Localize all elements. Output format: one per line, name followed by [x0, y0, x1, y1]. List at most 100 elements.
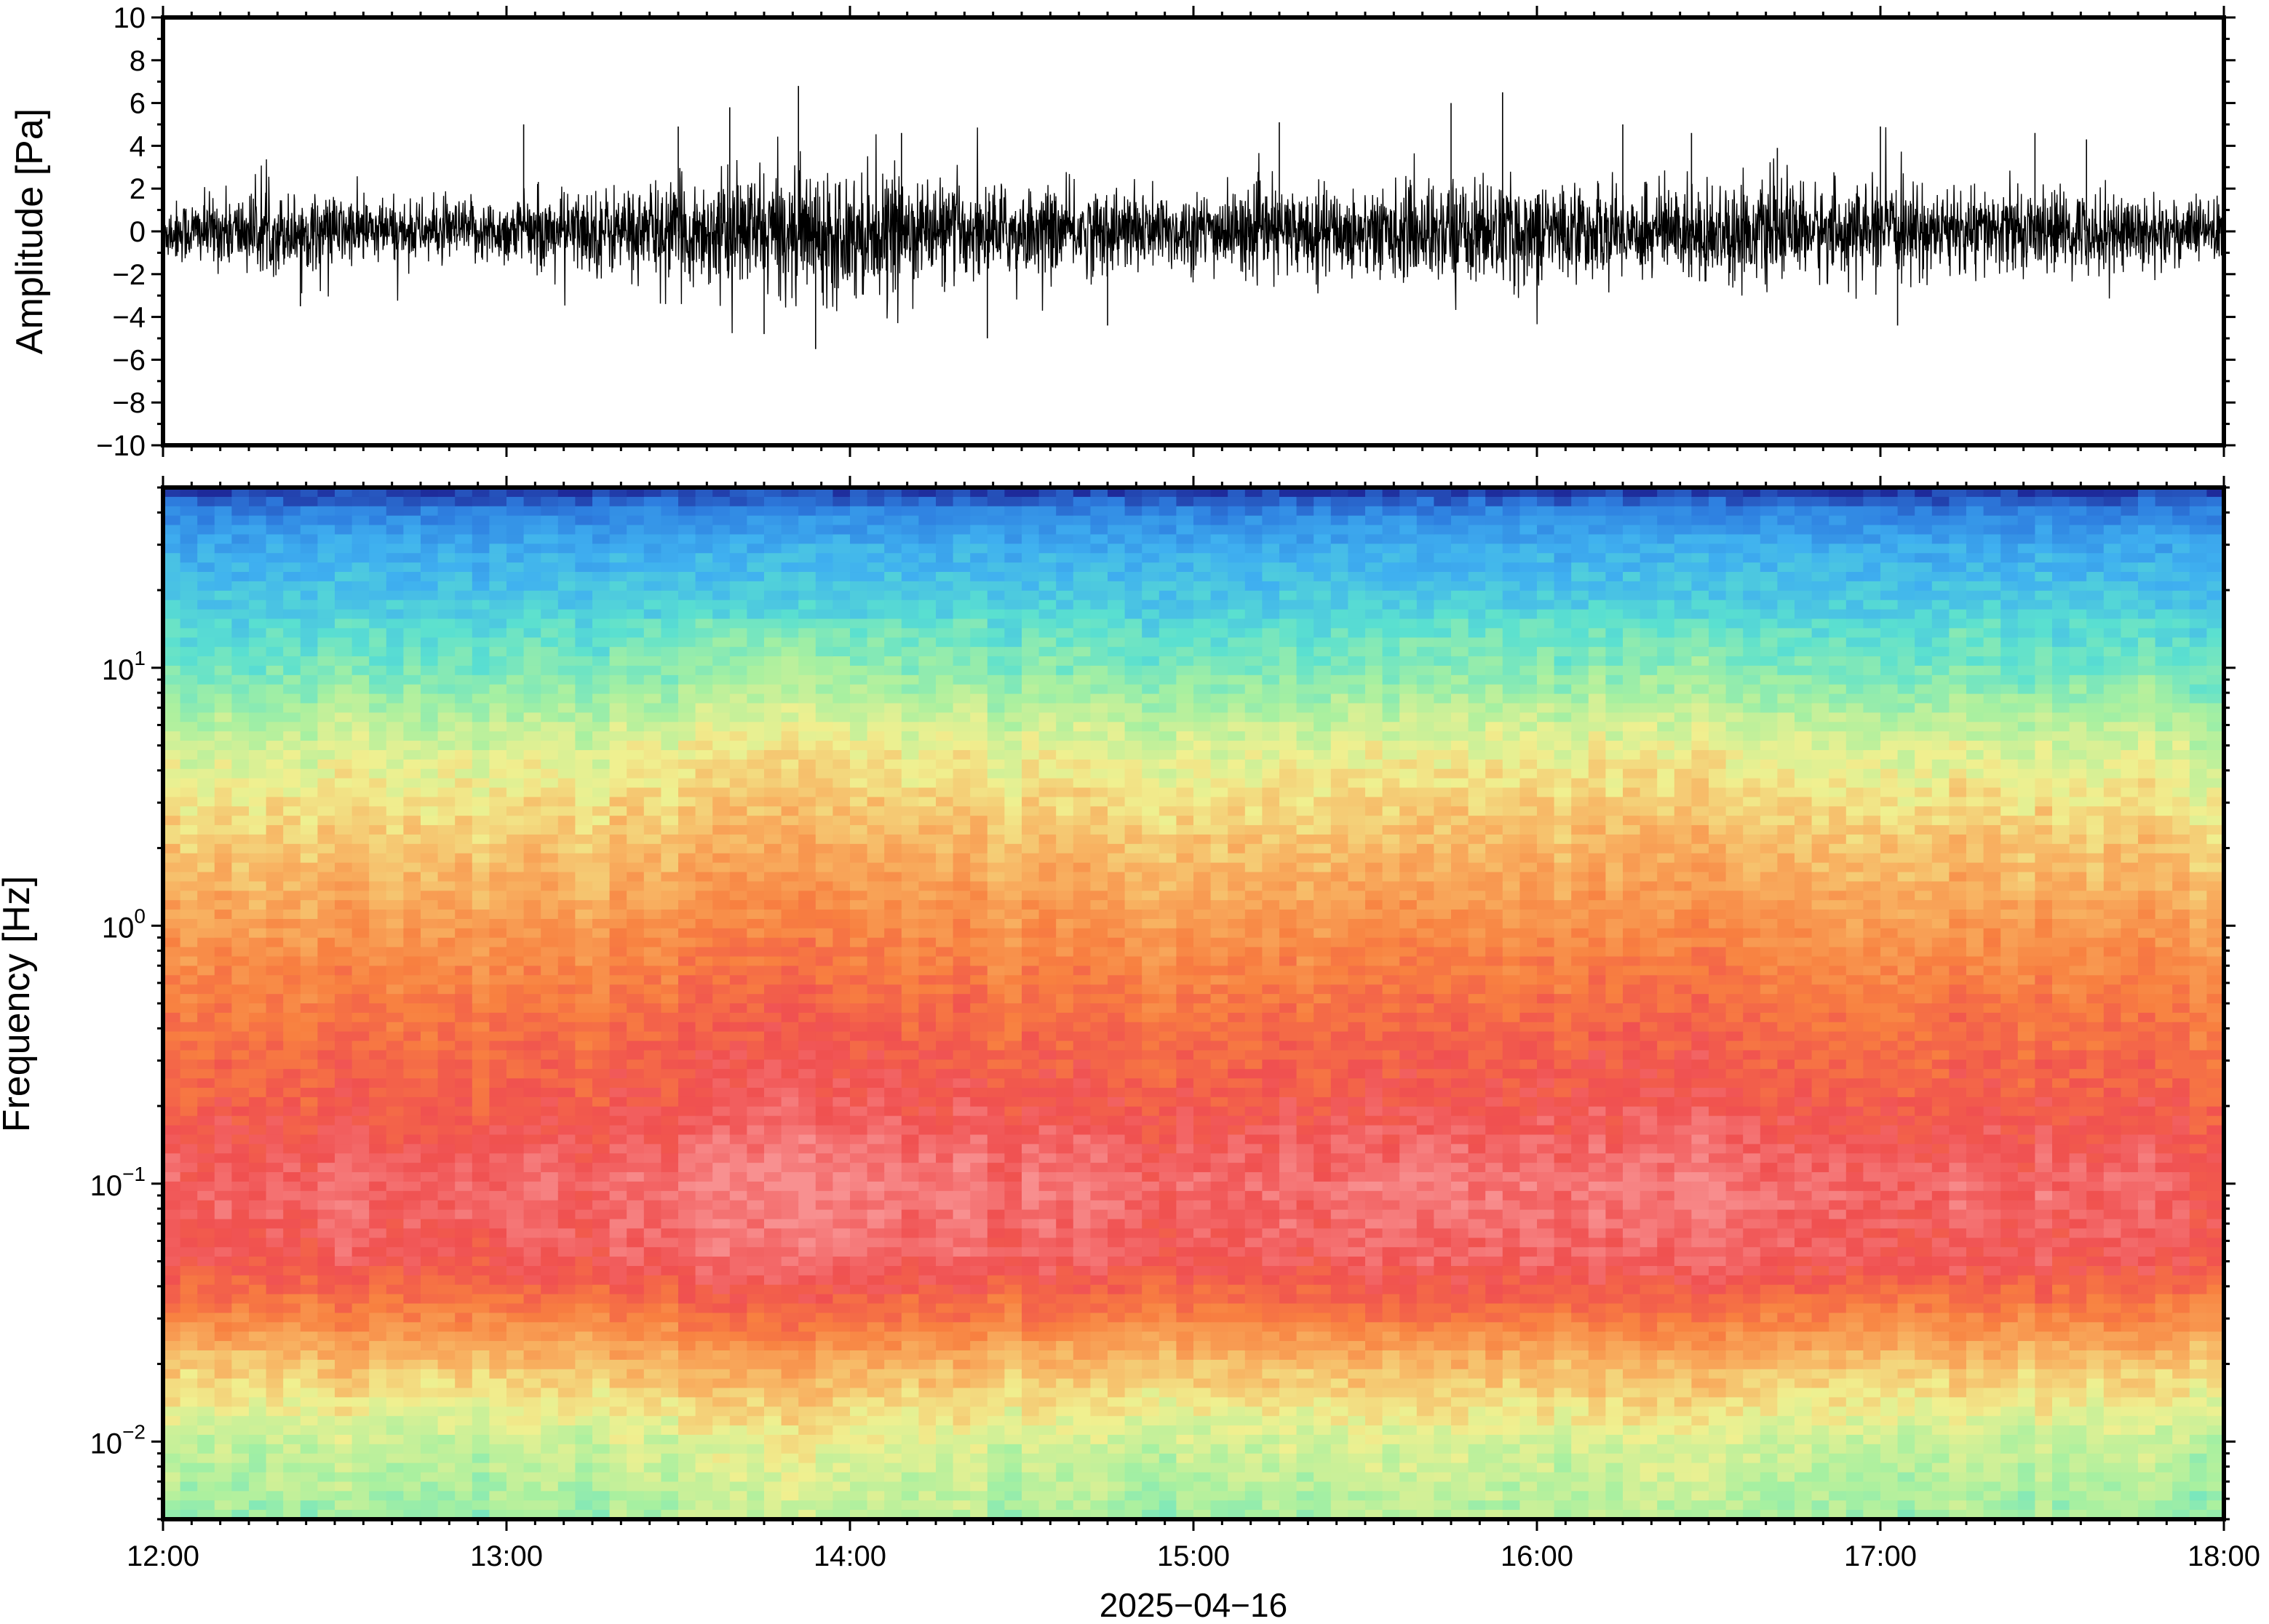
spectrogram-cell — [300, 778, 319, 789]
spectrogram-cell — [729, 525, 748, 536]
spectrogram-cell — [214, 731, 233, 741]
spectrogram-cell — [506, 731, 525, 741]
spectrogram-cell — [764, 1500, 782, 1510]
spectrogram-cell — [317, 1134, 335, 1145]
spectrogram-cell — [266, 1359, 284, 1370]
spectrogram-cell — [575, 1219, 593, 1230]
spectrogram-cell — [781, 900, 799, 910]
spectrogram-cell — [317, 693, 335, 704]
spectrogram-cell — [609, 1388, 627, 1398]
spectrogram-cell — [317, 1313, 335, 1324]
spectrogram-cell — [163, 1163, 181, 1173]
spectrogram-cell — [695, 1172, 713, 1182]
spectrogram-cell — [695, 722, 713, 732]
spectrogram-cell — [421, 647, 439, 657]
spectrogram-cell — [369, 1378, 387, 1389]
spectrogram-cell — [197, 759, 215, 770]
spectrogram-cell — [884, 1275, 902, 1286]
spectrogram-cell — [661, 778, 679, 789]
spectrogram-cell — [609, 487, 627, 498]
spectrogram-cell — [506, 1022, 525, 1032]
spectrogram-cell — [437, 900, 456, 910]
spectrogram-cell — [283, 787, 301, 798]
spectrogram-cell — [180, 703, 198, 714]
spectrogram-cell — [627, 1134, 645, 1145]
spectrogram-cell — [197, 900, 215, 910]
spectrogram-cell — [369, 1059, 387, 1070]
spectrogram-cell — [557, 1144, 576, 1155]
spectrogram-cell — [317, 1228, 335, 1239]
spectrogram-cell — [798, 1388, 816, 1398]
spectrogram-cell — [575, 590, 593, 601]
spectrogram-cell — [541, 787, 559, 798]
spectrogram-cell — [163, 572, 181, 582]
spectrogram-cell — [798, 797, 816, 808]
spectrogram-cell — [643, 956, 662, 967]
spectrogram-cell — [403, 553, 421, 563]
spectrogram-cell — [678, 525, 696, 536]
spectrogram-cell — [421, 544, 439, 554]
spectrogram-cell — [197, 1294, 215, 1305]
spectrogram-cell — [592, 703, 611, 714]
spectrogram-cell — [249, 1406, 267, 1417]
spectrogram-cell — [437, 1303, 456, 1314]
spectrogram-cell — [575, 1481, 593, 1492]
spectrogram-cell — [231, 975, 250, 986]
waveform-y-tick-label: 4 — [130, 130, 146, 162]
spectrogram-cell — [557, 1078, 576, 1088]
spectrogram-cell — [729, 1003, 748, 1014]
spectrogram-cell — [541, 712, 559, 723]
spectrogram-cell — [266, 1453, 284, 1464]
spectrogram-cell — [386, 1059, 405, 1070]
spectrogram-cell — [214, 581, 233, 592]
spectrogram-cell — [815, 1219, 834, 1230]
spectrogram-cell — [249, 909, 267, 920]
spectrogram-cell — [712, 1472, 731, 1483]
spectrogram-cell — [798, 731, 816, 741]
spectrogram-cell — [678, 647, 696, 657]
spectrogram-cell — [421, 496, 439, 507]
spectrogram-cell — [850, 618, 868, 629]
spectrogram-cell — [249, 1200, 267, 1211]
spectrogram-cell — [266, 984, 284, 995]
spectrogram-cell — [541, 881, 559, 892]
spectrogram-cell — [592, 1069, 611, 1079]
spectrogram-cell — [695, 1257, 713, 1267]
spectrogram-cell — [901, 553, 920, 563]
spectrogram-cell — [163, 1209, 181, 1220]
spectrogram-cell — [884, 693, 902, 704]
spectrogram-cell — [351, 1012, 370, 1023]
spectrogram-cell — [249, 1247, 267, 1257]
spectrogram-cell — [231, 1369, 250, 1380]
spectrogram-cell — [197, 778, 215, 789]
spectrogram-cell — [249, 872, 267, 883]
spectrogram-cell — [798, 872, 816, 883]
spectrogram-cell — [214, 787, 233, 798]
spectrogram-cell — [867, 731, 885, 741]
spectrogram-cell — [249, 684, 267, 695]
spectrogram-cell — [609, 787, 627, 798]
spectrogram-cell — [369, 1247, 387, 1257]
spectrogram-cell — [678, 881, 696, 892]
spectrogram-cell — [541, 534, 559, 545]
spectrogram-cell — [300, 1003, 319, 1014]
spectrogram-cell — [283, 1425, 301, 1436]
spectrogram-cell — [833, 909, 851, 920]
spectrogram-cell — [231, 1313, 250, 1324]
spectrogram-cell — [643, 1341, 662, 1351]
spectrogram-cell — [506, 544, 525, 554]
spectrogram-cell — [850, 1444, 868, 1454]
spectrogram-cell — [661, 1359, 679, 1370]
spectrogram-cell — [557, 1453, 576, 1464]
spectrogram-cell — [833, 741, 851, 751]
spectrogram-cell — [695, 1416, 713, 1426]
spectrogram-cell — [798, 1247, 816, 1257]
spectrogram-cell — [541, 994, 559, 1004]
spectrogram-cell — [712, 1219, 731, 1230]
spectrogram-cell — [506, 816, 525, 826]
spectrogram-cell — [386, 768, 405, 779]
spectrogram-cell — [455, 1050, 473, 1061]
spectrogram-cell — [627, 693, 645, 704]
spectrogram-cell — [867, 1257, 885, 1267]
spectrogram-cell — [472, 1275, 490, 1286]
